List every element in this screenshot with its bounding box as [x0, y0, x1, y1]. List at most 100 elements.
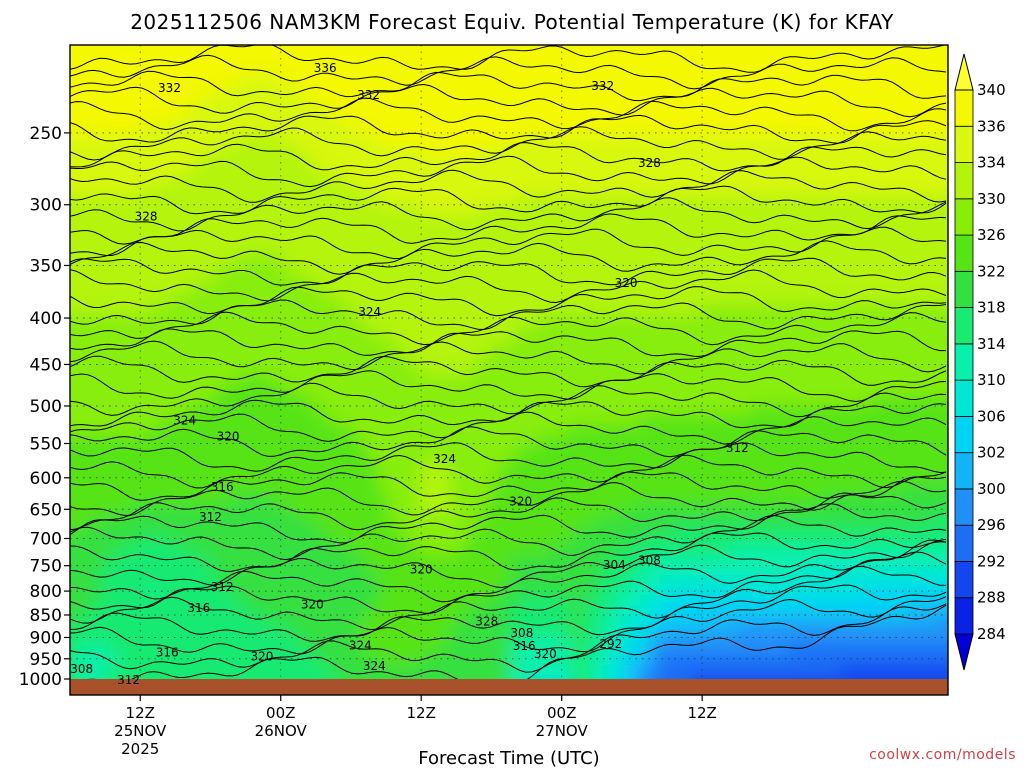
field-cell: [170, 215, 181, 226]
field-cell: [230, 535, 241, 546]
field-cell: [730, 475, 741, 486]
field-cell: [320, 295, 331, 306]
field-cell: [550, 235, 561, 246]
field-cell: [660, 105, 671, 116]
field-cell: [200, 435, 211, 446]
field-cell: [370, 225, 381, 236]
field-cell: [220, 385, 231, 396]
field-cell: [720, 455, 731, 466]
field-cell: [350, 165, 361, 176]
field-cell: [190, 535, 201, 546]
field-cell: [630, 255, 641, 266]
field-cell: [660, 55, 671, 66]
field-cell: [400, 435, 411, 446]
field-cell: [150, 565, 161, 576]
field-cell: [150, 295, 161, 306]
field-cell: [350, 445, 361, 456]
field-cell: [450, 315, 461, 326]
field-cell: [280, 405, 291, 416]
field-cell: [110, 525, 121, 536]
field-cell: [260, 465, 271, 476]
field-cell: [940, 305, 948, 316]
field-cell: [720, 325, 731, 336]
field-cell: [790, 125, 801, 136]
field-cell: [890, 45, 901, 56]
field-cell: [250, 295, 261, 306]
field-cell: [210, 75, 221, 86]
field-cell: [190, 385, 201, 396]
field-cell: [150, 245, 161, 256]
field-cell: [660, 205, 671, 216]
field-cell: [560, 275, 571, 286]
field-cell: [820, 385, 831, 396]
field-cell: [390, 545, 401, 556]
field-cell: [460, 285, 471, 296]
field-cell: [310, 75, 321, 86]
field-cell: [750, 135, 761, 146]
field-cell: [140, 225, 151, 236]
field-cell: [550, 225, 561, 236]
field-cell: [360, 535, 371, 546]
field-cell: [110, 405, 121, 416]
field-cell: [190, 215, 201, 226]
field-cell: [130, 195, 141, 206]
field-cell: [480, 225, 491, 236]
field-cell: [220, 175, 231, 186]
field-cell: [90, 365, 101, 376]
field-cell: [310, 225, 321, 236]
field-cell: [850, 95, 861, 106]
field-cell: [770, 365, 781, 376]
field-cell: [120, 455, 131, 466]
field-cell: [270, 285, 281, 296]
field-cell: [750, 495, 761, 506]
field-cell: [420, 45, 431, 46]
field-cell: [780, 225, 791, 236]
field-cell: [930, 405, 941, 416]
field-cell: [800, 45, 811, 46]
field-cell: [800, 105, 811, 116]
field-cell: [120, 345, 131, 356]
field-cell: [900, 505, 911, 516]
field-cell: [100, 445, 111, 456]
field-cell: [940, 205, 948, 216]
field-cell: [450, 515, 461, 526]
field-cell: [870, 155, 881, 166]
field-cell: [560, 145, 571, 156]
field-cell: [710, 235, 721, 246]
field-cell: [560, 285, 571, 296]
field-cell: [730, 115, 741, 126]
field-cell: [560, 495, 571, 506]
field-cell: [860, 465, 871, 476]
field-cell: [640, 55, 651, 66]
field-cell: [300, 465, 311, 476]
field-cell: [510, 425, 521, 436]
field-cell: [220, 105, 231, 116]
field-cell: [750, 285, 761, 296]
field-cell: [850, 325, 861, 336]
field-cell: [510, 415, 521, 426]
field-cell: [510, 65, 521, 76]
field-cell: [200, 295, 211, 306]
field-cell: [270, 265, 281, 276]
field-cell: [790, 175, 801, 186]
field-cell: [430, 55, 441, 66]
field-cell: [830, 475, 841, 486]
field-cell: [460, 295, 471, 306]
field-cell: [920, 545, 931, 556]
field-cell: [70, 475, 81, 486]
field-cell: [170, 305, 181, 316]
field-cell: [240, 55, 251, 66]
field-cell: [680, 405, 691, 416]
field-cell: [870, 335, 881, 346]
field-cell: [480, 495, 491, 506]
field-cell: [310, 115, 321, 126]
field-cell: [590, 435, 601, 446]
field-cell: [440, 45, 451, 46]
field-cell: [550, 285, 561, 296]
field-cell: [180, 515, 191, 526]
field-cell: [580, 45, 591, 56]
field-cell: [110, 435, 121, 446]
field-cell: [460, 165, 471, 176]
field-cell: [660, 465, 671, 476]
field-cell: [290, 535, 301, 546]
